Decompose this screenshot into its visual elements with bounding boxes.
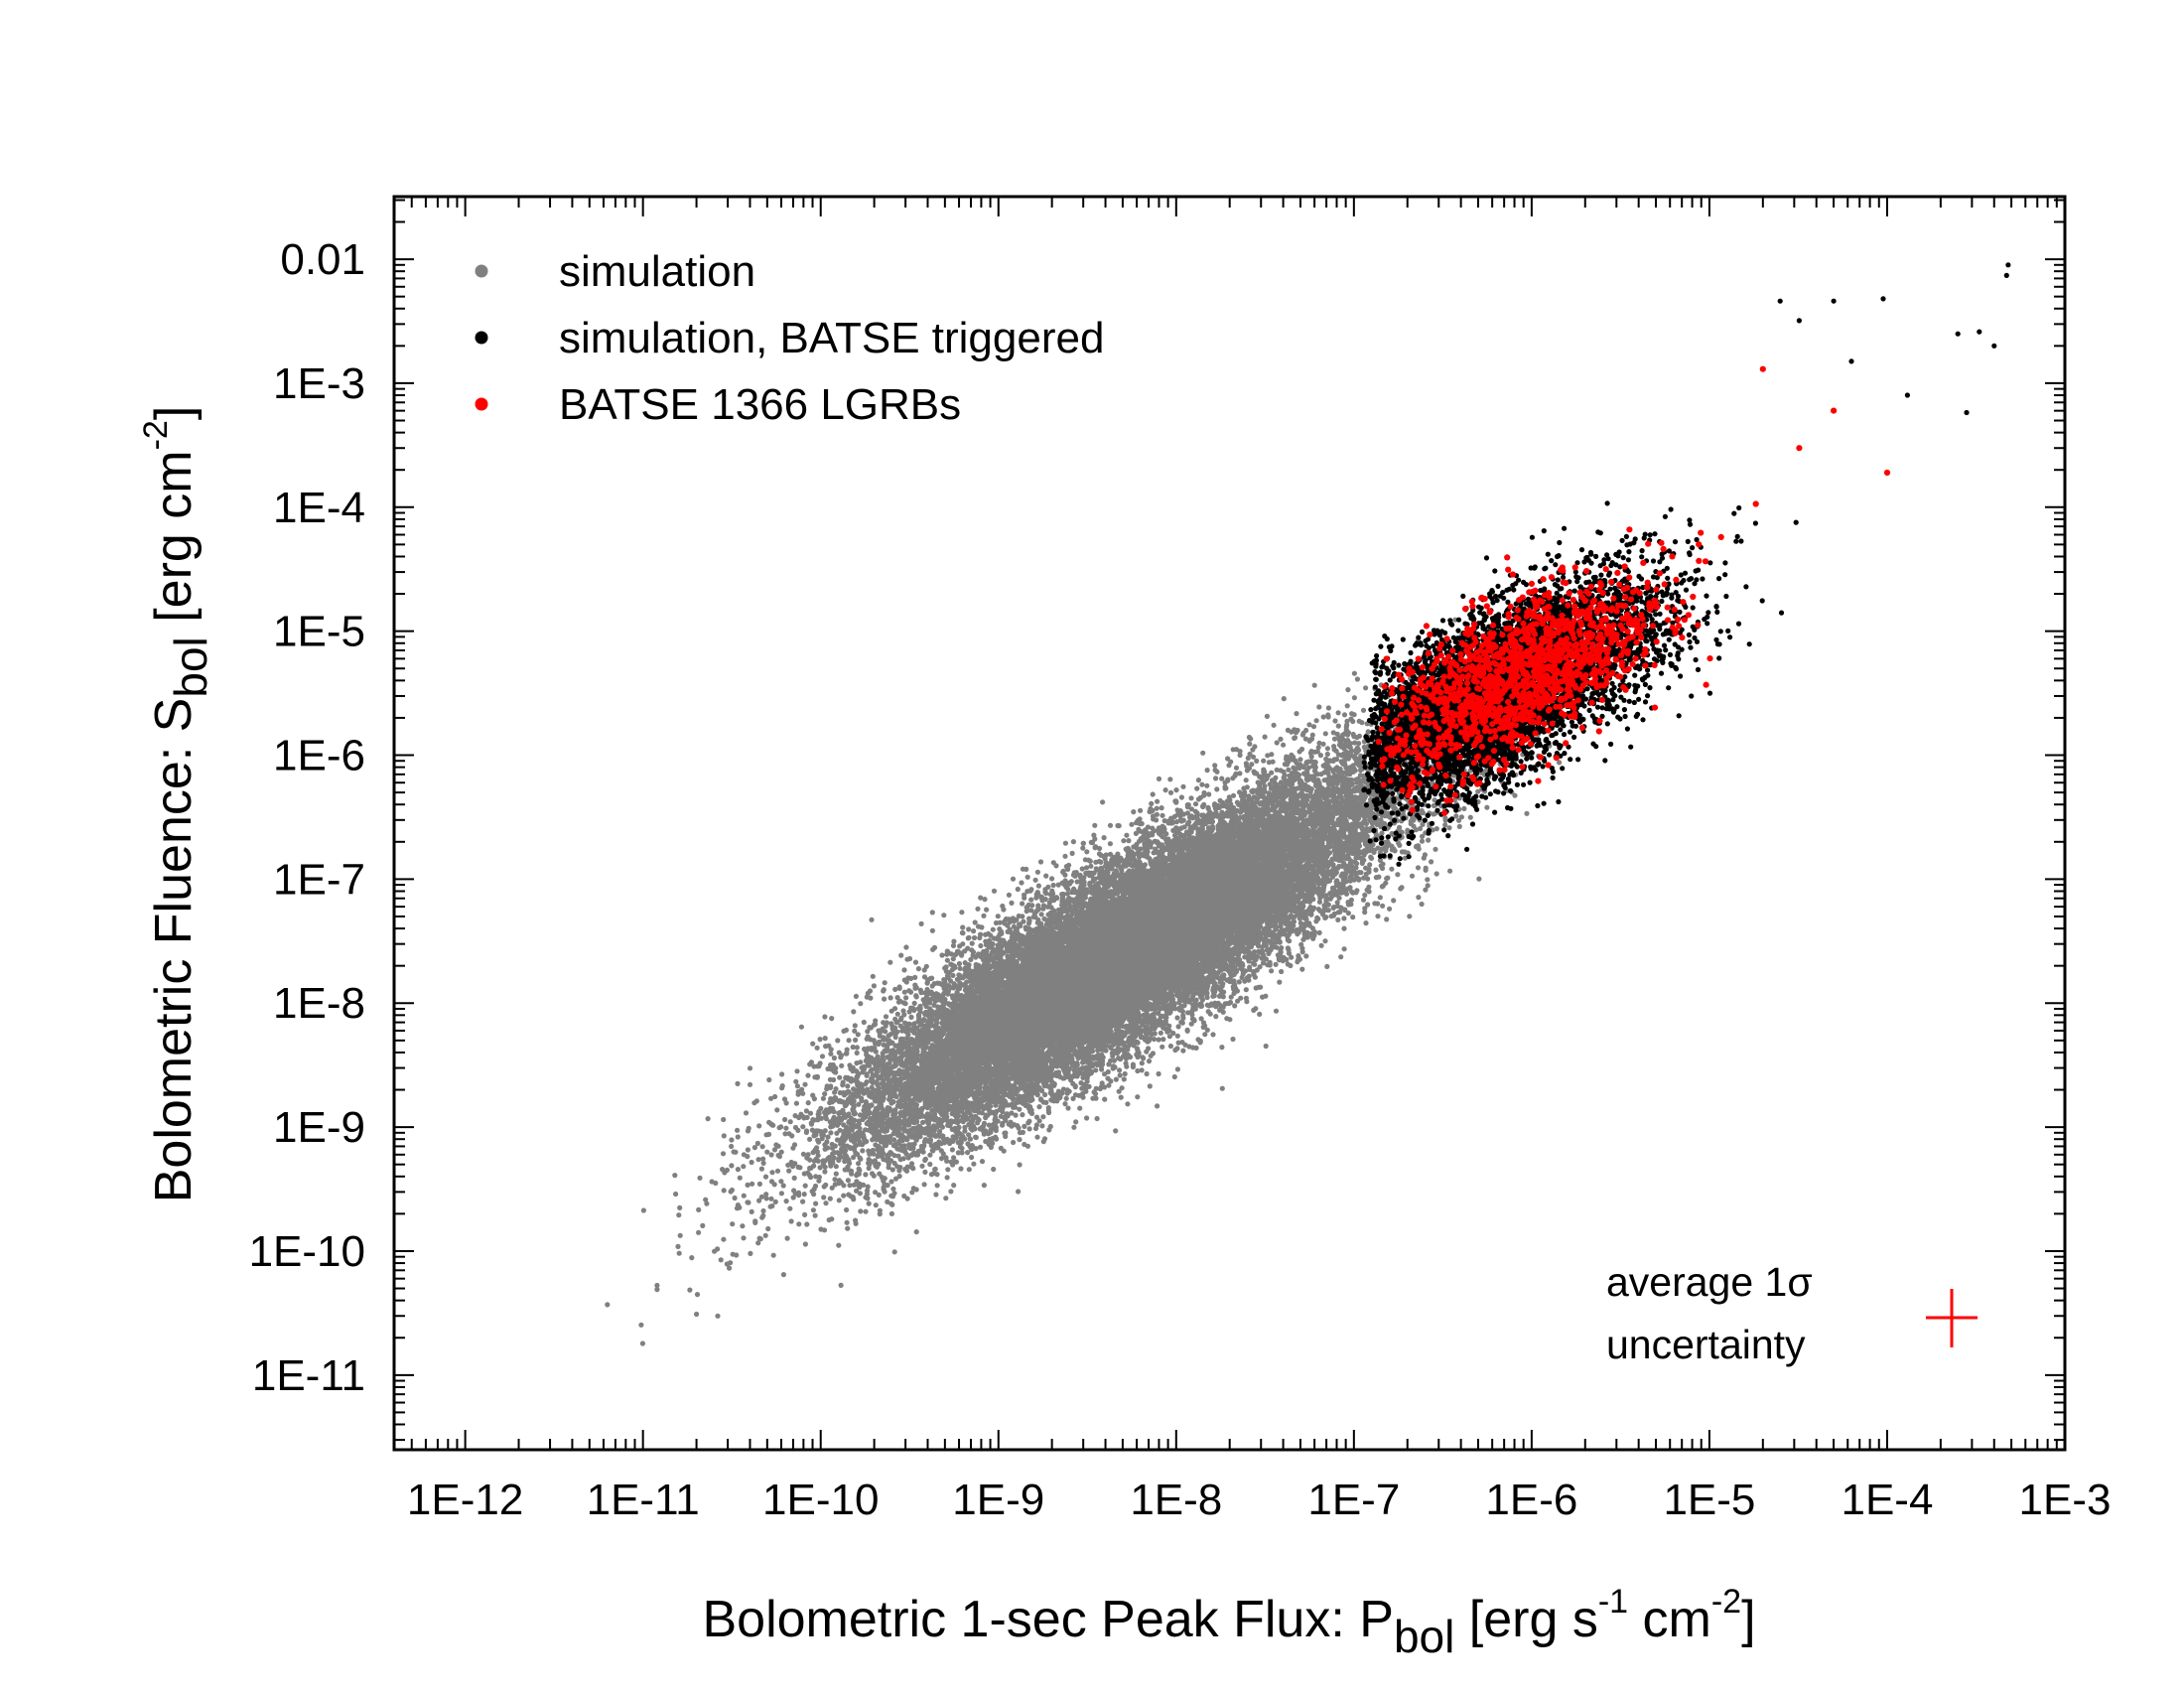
- simulation-point: [1116, 1088, 1122, 1094]
- simulation-point: [1278, 736, 1284, 743]
- simulation-point: [1150, 791, 1156, 797]
- simulation-point: [1178, 794, 1184, 800]
- simulation-point: [1062, 840, 1068, 846]
- simulation-point: [1243, 777, 1249, 783]
- simulation-point: [1373, 867, 1379, 873]
- simulation-point: [1122, 1070, 1128, 1077]
- data-points-layer: [605, 262, 2011, 1346]
- simulation-point: [832, 1177, 838, 1183]
- simulation-point: [891, 1249, 897, 1255]
- simulation-point: [939, 952, 945, 958]
- simulation-point: [783, 1125, 789, 1131]
- simulation-point: [1073, 1119, 1079, 1125]
- simulation-point: [1160, 1044, 1165, 1050]
- simulation-point: [1213, 1014, 1219, 1020]
- simulation-point: [1426, 837, 1432, 843]
- simulation-point: [1341, 916, 1347, 921]
- simulation-point: [1149, 800, 1155, 807]
- simulation-point: [1156, 1037, 1161, 1043]
- simulation-point: [837, 1074, 843, 1080]
- simulation-point: [1375, 914, 1381, 919]
- simulation-point: [854, 1050, 860, 1056]
- simulation-point: [793, 1100, 800, 1106]
- simulation-point: [969, 940, 975, 946]
- simulation-point: [1289, 954, 1295, 960]
- simulation-point: [1269, 968, 1275, 974]
- simulation-point: [1070, 1095, 1076, 1101]
- simulation-point: [844, 1047, 850, 1053]
- simulation-point: [966, 1167, 972, 1173]
- simulation-point: [1119, 1085, 1125, 1091]
- simulation-point: [991, 1166, 997, 1173]
- simulation-point: [755, 1157, 761, 1163]
- simulation-point: [858, 1059, 864, 1065]
- simulation-point: [1310, 724, 1317, 730]
- simulation-point: [735, 1080, 741, 1086]
- simulation-point: [1194, 785, 1200, 791]
- simulation-point: [949, 1147, 956, 1153]
- simulation-point: [1065, 1105, 1071, 1111]
- simulation-point: [1442, 822, 1448, 828]
- simulation-point: [1158, 1030, 1163, 1036]
- simulation-point: [735, 1167, 742, 1173]
- simulation-point: [833, 1171, 839, 1177]
- simulation-point: [1173, 787, 1179, 793]
- simulation-point: [871, 983, 878, 989]
- simulation-point: [1442, 815, 1448, 821]
- simulation-point: [720, 1151, 727, 1157]
- simulation-point: [853, 1037, 859, 1043]
- simulation-point: [1121, 838, 1127, 844]
- simulation-point: [887, 995, 893, 1001]
- simulation-point: [1212, 763, 1218, 769]
- simulation-point: [817, 1037, 823, 1043]
- simulation-point: [922, 1156, 929, 1162]
- simulation-point: [1322, 938, 1328, 944]
- simulation-point: [1131, 809, 1137, 815]
- simulation-point: [857, 1191, 864, 1197]
- simulation-point: [828, 1130, 834, 1136]
- simulation-point: [1117, 1067, 1123, 1073]
- simulation-point: [700, 1222, 706, 1228]
- simulation-point: [995, 914, 1001, 919]
- simulation-point: [1260, 960, 1267, 966]
- simulation-point: [768, 1196, 774, 1201]
- simulation-point: [778, 1179, 784, 1185]
- simulation-point: [825, 1134, 831, 1140]
- simulation-point: [944, 1175, 950, 1181]
- simulation-point: [819, 1054, 826, 1059]
- simulation-point: [802, 1241, 809, 1247]
- series-simulation: [605, 593, 1651, 1346]
- simulation-point: [1313, 718, 1319, 724]
- simulation-point: [1247, 741, 1253, 747]
- simulation-point: [769, 1170, 775, 1176]
- simulation-point: [1316, 929, 1322, 936]
- simulation-point: [822, 1036, 828, 1042]
- simulation-point: [1433, 871, 1439, 877]
- simulation-point: [1316, 704, 1322, 710]
- simulation-point: [1160, 1037, 1166, 1043]
- simulation-point: [1225, 756, 1231, 762]
- simulation-point: [1040, 1114, 1046, 1120]
- simulation-point: [888, 1210, 895, 1216]
- simulation-point: [1325, 705, 1331, 711]
- simulation-point: [740, 1223, 746, 1229]
- simulation-point: [1180, 1048, 1186, 1054]
- simulation-point: [835, 1038, 841, 1044]
- simulation-point: [927, 1161, 933, 1168]
- simulation-point: [677, 1232, 683, 1238]
- simulation-point: [1009, 900, 1015, 907]
- simulation-point: [1034, 869, 1040, 875]
- simulation-point: [883, 1014, 889, 1020]
- simulation-point: [1144, 1070, 1150, 1077]
- simulation-point: [1121, 1076, 1127, 1082]
- simulation-point: [1461, 805, 1467, 812]
- simulation-point: [966, 926, 972, 932]
- simulation-point: [687, 1287, 693, 1293]
- simulation-point: [1192, 801, 1199, 807]
- simulation-point: [823, 1200, 829, 1206]
- simulation-point: [1039, 1123, 1045, 1129]
- simulation-point: [1020, 901, 1025, 907]
